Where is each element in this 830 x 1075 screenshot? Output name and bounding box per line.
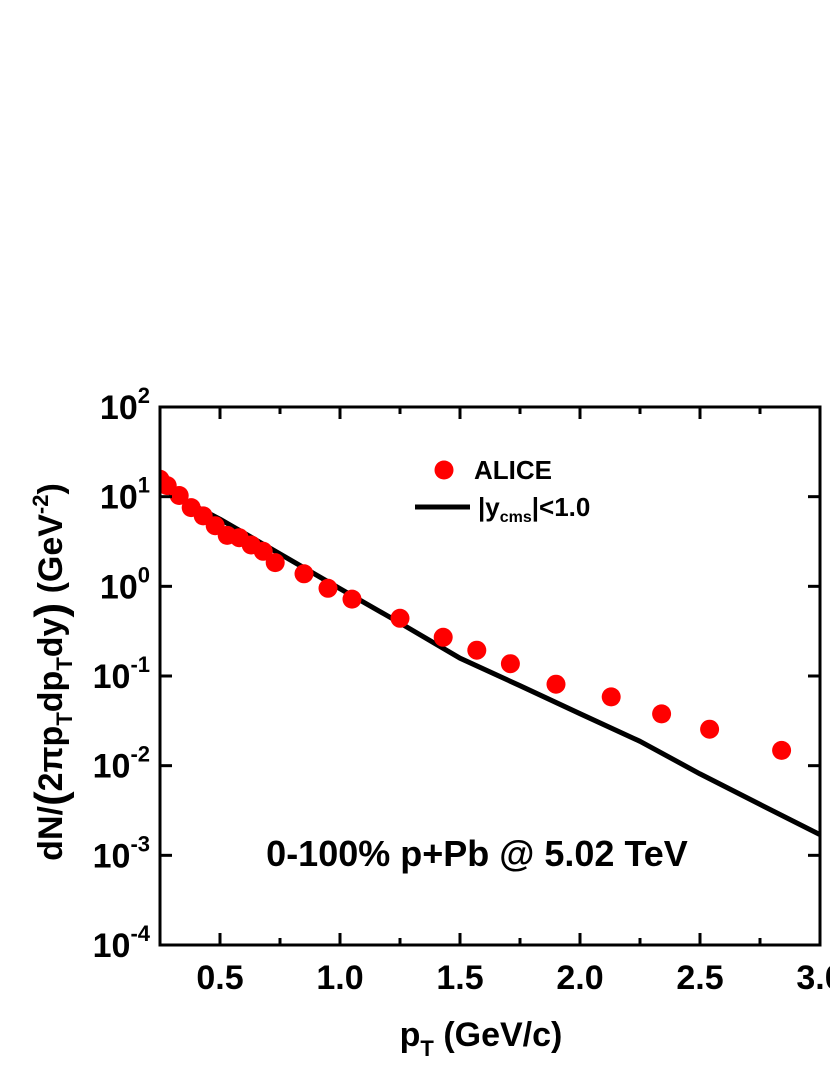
plot-area: [160, 469, 820, 837]
y-tick-label: 10-2: [93, 742, 150, 786]
y-axis-label: dN/(2πpTdpTdy) (GeV-2): [26, 483, 77, 861]
x-tick-label: 0.5: [196, 959, 243, 997]
axes: 0.5 1.0 1.5 2.0 2.5 3.0 102 101 100 10-1 10-2 10-3 1…: [93, 383, 830, 997]
x-tick-label: 2.5: [676, 959, 723, 997]
y-tick-label: 101: [100, 473, 150, 517]
y-tick-label: 10-1: [93, 652, 150, 696]
y-tick-label: 100: [100, 562, 150, 606]
chart-annotation: 0-100% p+Pb @ 5.02 TeV: [266, 833, 688, 874]
x-tick-label: 1.5: [436, 959, 483, 997]
legend-label-alice: ALICE: [474, 455, 552, 485]
data-point-alice: [700, 719, 720, 739]
data-point-alice: [546, 674, 566, 694]
y-tick-label: 10-3: [93, 831, 150, 875]
data-point-alice: [652, 704, 672, 724]
data-point-alice: [390, 608, 410, 628]
x-tick-label: 2.0: [556, 959, 603, 997]
y-tick-label: 10-4: [93, 921, 151, 965]
y-tick-label: 102: [100, 383, 150, 427]
data-point-alice: [253, 541, 273, 561]
legend-label-model: |ycms|<1.0: [478, 492, 590, 526]
data-point-alice: [772, 740, 792, 760]
data-point-alice: [265, 553, 285, 573]
data-point-alice: [318, 578, 338, 598]
data-point-alice: [467, 640, 487, 660]
legend: ALICE |ycms|<1.0: [415, 455, 590, 526]
legend-marker-alice: [434, 460, 454, 480]
data-point-alice: [294, 564, 314, 584]
data-point-alice: [433, 627, 453, 647]
data-point-alice: [601, 687, 621, 707]
data-point-alice: [169, 486, 189, 505]
data-point-alice: [500, 654, 520, 674]
x-tick-label: 3.0: [796, 959, 830, 997]
x-axis-label: pT (GeV/c): [400, 1016, 563, 1061]
x-tick-label: 1.0: [316, 959, 363, 997]
data-point-alice: [342, 589, 362, 609]
